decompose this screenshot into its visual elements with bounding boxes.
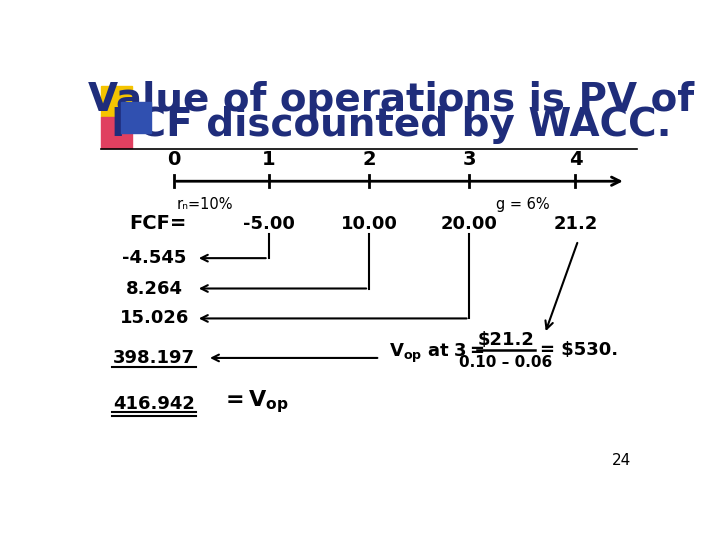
Text: FCF discounted by WACC.: FCF discounted by WACC. [111, 106, 672, 144]
Bar [101, 117, 132, 148]
Text: 416.942: 416.942 [113, 395, 195, 413]
Text: 24: 24 [612, 453, 631, 468]
Text: 4: 4 [569, 150, 582, 168]
Text: 20.00: 20.00 [441, 214, 498, 233]
Text: FCF=: FCF= [129, 214, 186, 233]
Text: -4.545: -4.545 [122, 249, 186, 267]
Text: Value of operations is PV of: Value of operations is PV of [89, 81, 694, 119]
Text: g = 6%: g = 6% [495, 197, 549, 212]
Text: 21.2: 21.2 [553, 214, 598, 233]
Bar [121, 102, 151, 133]
Text: 8.264: 8.264 [126, 280, 183, 298]
Text: -5.00: -5.00 [243, 214, 294, 233]
Text: 2: 2 [362, 150, 376, 168]
Text: $\mathbf{V}_{\mathbf{op}}$$\mathbf{\ at\ 3 =}$: $\mathbf{V}_{\mathbf{op}}$$\mathbf{\ at\… [389, 342, 485, 366]
Text: $21.2: $21.2 [477, 332, 534, 349]
Text: = $530.: = $530. [540, 341, 618, 360]
Text: 3: 3 [463, 150, 476, 168]
Text: 10.00: 10.00 [341, 214, 397, 233]
Text: 1: 1 [262, 150, 275, 168]
Text: $\mathbf{= V}_{\mathbf{op}}$: $\mathbf{= V}_{\mathbf{op}}$ [221, 388, 289, 415]
Text: 0.10 – 0.06: 0.10 – 0.06 [459, 355, 552, 369]
Text: 15.026: 15.026 [120, 309, 189, 327]
Text: rₙ=10%: rₙ=10% [176, 197, 233, 212]
Bar [101, 85, 132, 117]
Text: 398.197: 398.197 [113, 349, 195, 367]
Text: 0: 0 [167, 150, 181, 168]
